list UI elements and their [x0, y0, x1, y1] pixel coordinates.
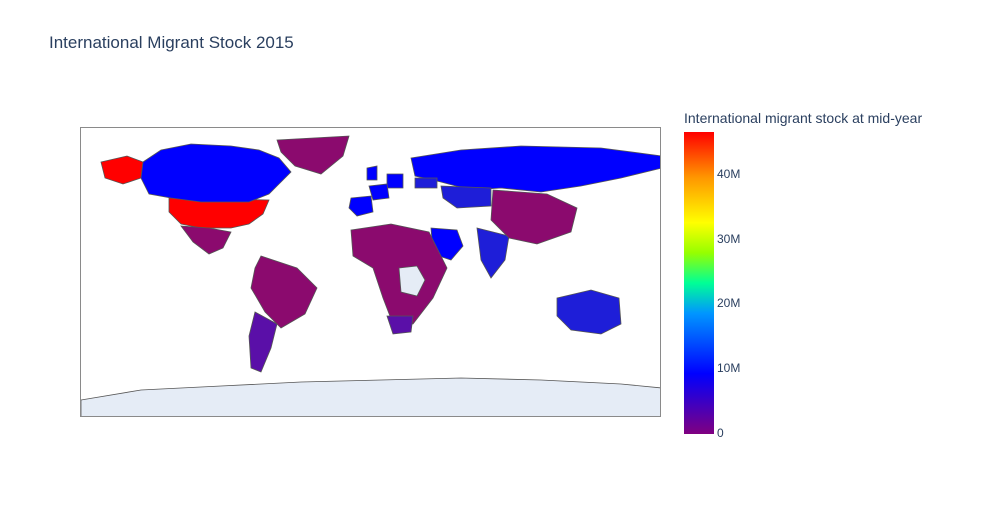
region-africa[interactable]	[350, 223, 448, 325]
colorbar-gradient	[684, 132, 714, 434]
region-brazil[interactable]	[250, 255, 318, 329]
region-greenland[interactable]	[276, 135, 350, 175]
colorbar-tick-10m: 10M	[717, 361, 741, 375]
region-south-africa[interactable]	[386, 315, 414, 335]
map-frame[interactable]	[80, 127, 661, 417]
world-map[interactable]	[81, 128, 661, 417]
region-russia[interactable]	[410, 145, 661, 193]
region-mexico[interactable]	[180, 225, 232, 255]
colorbar-tick-0: 0	[717, 426, 724, 440]
region-france[interactable]	[368, 183, 390, 201]
colorbar-tick-30m: 30M	[717, 232, 741, 246]
colorbar-title: International migrant stock at mid-year	[684, 110, 923, 126]
region-argentina[interactable]	[248, 311, 278, 373]
region-canada[interactable]	[140, 143, 292, 203]
region-democratic-republic-of-the-congo[interactable]	[398, 265, 426, 297]
region-kazakhstan[interactable]	[440, 185, 492, 209]
region-spain[interactable]	[348, 195, 374, 217]
region-alaska[interactable]	[100, 155, 144, 185]
region-australia[interactable]	[556, 289, 622, 335]
region-india[interactable]	[476, 227, 510, 279]
chart-title: International Migrant Stock 2015	[49, 33, 294, 52]
region-ukraine[interactable]	[414, 177, 438, 189]
region-united-kingdom[interactable]	[366, 165, 378, 181]
region-antarctica[interactable]	[81, 377, 661, 417]
region-united-states[interactable]	[168, 197, 270, 229]
colorbar-tick-40m: 40M	[717, 167, 741, 181]
region-china[interactable]	[490, 189, 578, 245]
colorbar-tick-20m: 20M	[717, 296, 741, 310]
region-germany[interactable]	[386, 173, 404, 189]
